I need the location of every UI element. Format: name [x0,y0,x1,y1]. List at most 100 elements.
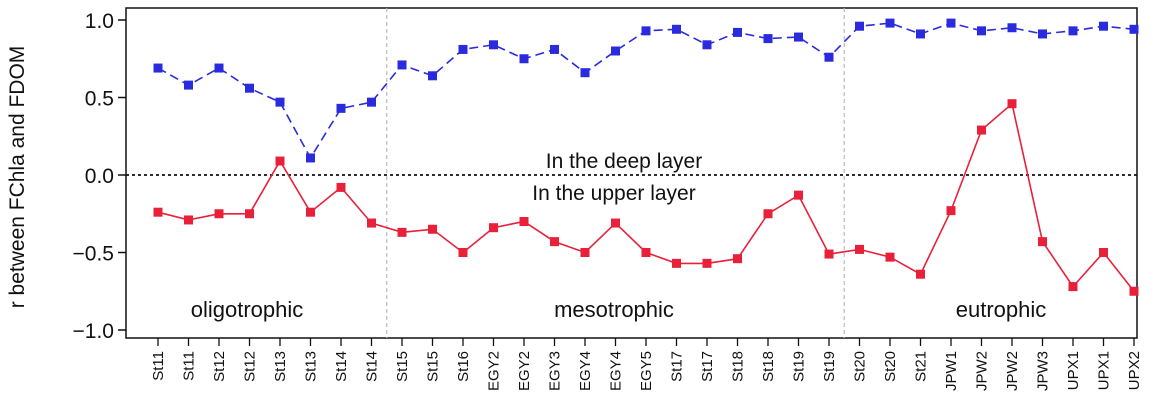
data-point [580,248,590,257]
x-tick-label: St15 [394,351,411,382]
series-label-upper: In the upper layer [532,182,695,205]
data-point [1007,23,1017,33]
data-point [153,63,163,73]
data-point [611,218,620,228]
data-point [458,248,468,257]
x-tick-label: St17 [669,351,686,382]
data-point [946,18,956,28]
x-tick-label: EGY5 [638,351,655,391]
data-point [702,258,712,268]
x-tick-label: St14 [364,351,381,382]
data-point [977,26,986,36]
x-tick-label: St12 [211,351,228,382]
x-tick-label: St18 [730,351,747,382]
x-tick-label: St11 [150,351,167,381]
data-point [245,83,254,93]
data-point [519,54,529,64]
data-point [214,63,224,73]
data-point [275,156,285,166]
data-point [184,215,193,225]
x-tick-label: UPX2 [1126,351,1143,390]
axes: −1.0 −0.5 0.0 0.5 1.0 St11 St11 St12 St12 St13 St1… [73,10,1143,391]
x-tick-label: UPX1 [1065,351,1082,390]
data-point [641,26,651,36]
data-point [519,217,529,226]
data-point [184,80,193,90]
x-tick-label: St13 [272,351,289,382]
x-tick-label: St20 [882,351,899,382]
series-layer [153,18,1139,296]
x-tick-label: EGY2 [516,351,533,391]
x-tick-label: JPW2 [1004,351,1021,391]
data-point [489,223,498,233]
data-point [916,29,925,39]
data-point [245,209,254,219]
region-separators [386,8,845,338]
data-point [275,97,285,107]
data-point [1068,282,1078,292]
data-point [397,60,407,70]
series-line [157,22,1135,160]
data-point [1038,29,1047,39]
data-point [824,249,834,259]
y-tick-label: 1.0 [85,10,114,33]
x-tick-label: St18 [760,351,777,382]
data-point [702,40,712,50]
x-tick-label: St11 [181,351,198,381]
x-tick-label: JPW1 [943,351,960,391]
plot-frame [125,7,1138,339]
x-tick-label: St15 [425,351,442,382]
x-tick-label: St16 [455,351,472,382]
data-point [824,52,834,62]
data-point [1068,26,1078,36]
y-axis-label: r between FChla and FDOM [6,46,29,309]
x-tick-label: JPW3 [1035,351,1052,391]
data-point [336,182,346,192]
data-point [428,224,437,234]
x-tick-label: JPW2 [974,351,991,391]
data-point [336,103,346,113]
series-label-deep: In the deep layer [546,150,702,173]
data-point [885,252,895,262]
data-point [428,71,437,81]
data-point [977,125,986,135]
y-tick-label: 0.0 [85,165,114,188]
x-tick-label: St21 [913,351,930,382]
region-label-mesotrophic: mesotrophic [554,297,674,322]
data-point [763,209,773,219]
series-upper-layer [153,99,1139,296]
y-tick-label: 0.5 [85,88,114,111]
x-tick-label: St12 [242,351,259,382]
data-point [458,44,468,54]
data-point [1129,286,1139,296]
x-tick-label: EGY2 [486,351,503,391]
y-tick-label: −0.5 [73,243,114,266]
region-label-oligotrophic: oligotrophic [191,297,304,322]
data-point [885,18,895,28]
data-point [489,40,498,50]
data-point [855,244,864,254]
data-point [306,153,315,163]
data-point [794,190,803,200]
data-point [1038,237,1047,247]
data-point [367,97,376,107]
data-point [367,218,376,228]
data-point [1129,24,1139,34]
data-point [794,32,803,42]
x-tick-label: St17 [699,351,716,382]
data-point [580,68,590,78]
x-tick-label: St13 [303,351,320,382]
data-point [641,248,651,257]
data-point [550,237,559,247]
data-point [397,227,407,237]
data-point [916,269,925,279]
x-tick-label: EGY4 [608,351,625,391]
series-deep-layer [153,18,1139,163]
data-point [733,27,742,37]
annotations: In the deep layer In the upper layer oli… [6,46,1046,322]
data-point [306,207,315,217]
x-tick-label: St20 [852,351,869,382]
x-tick-label: St19 [791,351,808,382]
data-point [946,206,956,216]
